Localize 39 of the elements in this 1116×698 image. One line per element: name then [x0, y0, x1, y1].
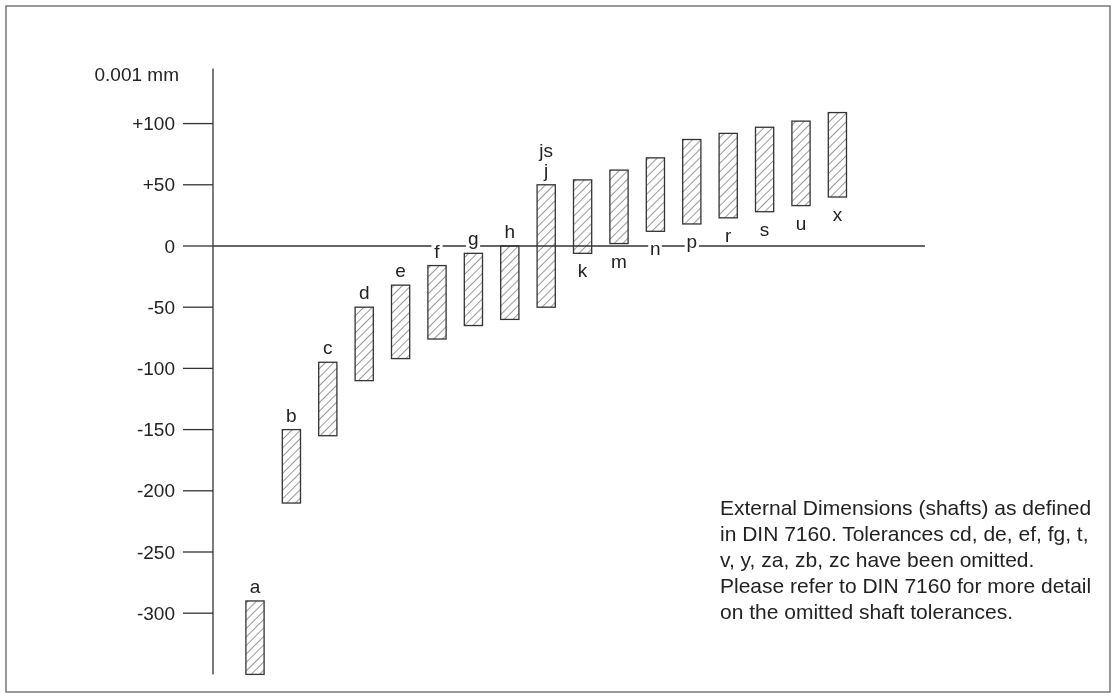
y-tick-label: -150: [136, 419, 175, 441]
bar: [682, 138, 702, 225]
x-tick-label: r: [725, 224, 733, 246]
x-tick-label: k: [577, 260, 588, 282]
annotation: External Dimensions (shafts) as defined in DIN 7160. Tolerances cd, de, ef, fg, t, v, y, za, zb, zc have been omitted. Please refer to DIN 7160 for more detail on the omitted shaft tolerances.: [720, 496, 1092, 623]
x-tick-label: e: [395, 260, 406, 282]
x-tick-label: c: [323, 337, 333, 359]
y-tick-label: -50: [147, 296, 175, 318]
x-tick-label: a: [249, 575, 261, 597]
x-tick-label: f: [434, 240, 441, 262]
x-tick-label: js j: [538, 139, 554, 181]
bar: [827, 111, 848, 198]
x-tick-label: b: [286, 404, 297, 426]
y-tick-label: 0: [164, 235, 175, 257]
y-tick-label: -300: [136, 602, 175, 624]
bar: [718, 132, 738, 219]
x-tick-label: x: [832, 204, 843, 226]
bar: [645, 157, 666, 232]
y-axis-title: 0.001 mm: [94, 63, 179, 85]
bar: [463, 252, 484, 327]
x-tick-label: d: [358, 282, 370, 304]
bar: [281, 428, 302, 504]
bar: [791, 120, 811, 207]
y-tick-label: -250: [136, 541, 175, 563]
bar: [354, 306, 374, 382]
y-tick-label: +50: [142, 174, 175, 196]
bar: [754, 126, 775, 213]
y-tick-label: +100: [132, 113, 175, 135]
x-tick-label: m: [611, 250, 627, 272]
bar: [427, 264, 447, 340]
bar: [245, 600, 265, 676]
bar: [318, 361, 338, 437]
bar: [390, 284, 411, 360]
x-tick-label: h: [504, 220, 516, 242]
y-tick-label: -100: [136, 358, 175, 380]
y-tick-label: -200: [136, 480, 175, 502]
x-tick-label: g: [468, 228, 479, 250]
x-tick-label: u: [795, 212, 807, 234]
x-tick-label: s: [759, 218, 770, 240]
